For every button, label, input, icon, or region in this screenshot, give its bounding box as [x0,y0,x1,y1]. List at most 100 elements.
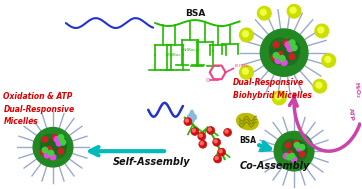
Circle shape [215,156,218,160]
Circle shape [260,29,308,76]
Circle shape [207,126,215,134]
Circle shape [184,118,192,125]
Circle shape [54,137,60,142]
Circle shape [291,156,297,162]
Circle shape [315,24,329,38]
Circle shape [214,155,222,163]
Circle shape [273,42,279,48]
Circle shape [224,129,232,136]
Circle shape [277,52,283,58]
Circle shape [289,144,307,162]
Text: B(OH)₂: B(OH)₂ [235,64,249,68]
Circle shape [293,140,299,146]
Circle shape [47,136,65,154]
Circle shape [49,136,67,154]
Circle shape [42,147,48,153]
Circle shape [271,55,277,60]
Circle shape [60,139,66,145]
Circle shape [325,57,331,63]
Circle shape [273,53,279,59]
Circle shape [269,43,291,65]
Text: Co-Assembly: Co-Assembly [240,161,310,171]
Text: ATP: ATP [348,108,354,122]
Circle shape [299,144,305,150]
Circle shape [219,150,222,153]
Circle shape [274,131,314,171]
Circle shape [269,38,291,59]
Circle shape [313,79,327,93]
Circle shape [318,27,324,33]
Circle shape [290,7,296,13]
Circle shape [52,135,58,140]
Text: H₂O₂: H₂O₂ [353,82,360,98]
Circle shape [40,134,58,152]
Circle shape [272,91,286,105]
Ellipse shape [237,113,258,130]
Circle shape [260,9,266,15]
Circle shape [316,82,322,88]
Circle shape [283,40,289,46]
Circle shape [287,150,293,156]
Circle shape [46,146,52,152]
Circle shape [208,128,211,131]
Circle shape [33,128,73,167]
Circle shape [225,130,228,133]
Circle shape [277,44,299,65]
Circle shape [299,151,305,157]
Circle shape [243,68,248,74]
Circle shape [296,146,302,151]
Circle shape [287,4,301,18]
Circle shape [191,128,199,135]
Circle shape [289,54,295,60]
Circle shape [40,149,46,155]
Circle shape [198,132,206,140]
Circle shape [275,58,281,64]
Circle shape [192,129,195,132]
Circle shape [287,141,306,159]
Circle shape [277,40,298,61]
Circle shape [283,153,289,159]
Circle shape [282,139,300,157]
Text: Oxidation & ATP
Dual-Responsive
Micelles: Oxidation & ATP Dual-Responsive Micelles [3,92,75,126]
Circle shape [185,119,188,122]
Circle shape [322,54,336,67]
Circle shape [285,143,291,148]
Text: NHBoc: NHBoc [168,53,182,57]
Circle shape [44,152,50,158]
Circle shape [286,154,292,160]
Circle shape [287,46,293,52]
Circle shape [278,40,300,61]
Text: NHBoc: NHBoc [183,48,197,52]
Circle shape [213,138,221,146]
Circle shape [58,148,64,154]
Circle shape [279,56,285,61]
Text: BSA: BSA [239,136,256,145]
Text: Self-Assembly: Self-Assembly [113,157,190,167]
Text: Cl⁻: Cl⁻ [206,78,213,83]
Circle shape [285,42,291,48]
Circle shape [289,140,307,158]
Circle shape [199,134,202,137]
Circle shape [42,137,48,142]
Circle shape [40,140,58,158]
Circle shape [291,45,297,51]
Circle shape [218,148,226,156]
Circle shape [240,28,253,42]
Circle shape [281,60,287,65]
Circle shape [56,140,62,146]
Circle shape [58,135,64,140]
Circle shape [199,140,207,148]
Circle shape [275,94,281,100]
Circle shape [294,143,300,148]
Circle shape [214,140,217,143]
Circle shape [48,140,66,158]
Circle shape [200,142,203,145]
Text: Dual-Responsive
Biohybrid Micelles: Dual-Responsive Biohybrid Micelles [232,78,311,100]
Circle shape [289,40,295,46]
Circle shape [243,31,248,37]
Circle shape [289,153,295,159]
Circle shape [257,6,271,20]
Circle shape [50,154,56,160]
Text: BSA: BSA [185,9,205,18]
Circle shape [240,65,253,79]
